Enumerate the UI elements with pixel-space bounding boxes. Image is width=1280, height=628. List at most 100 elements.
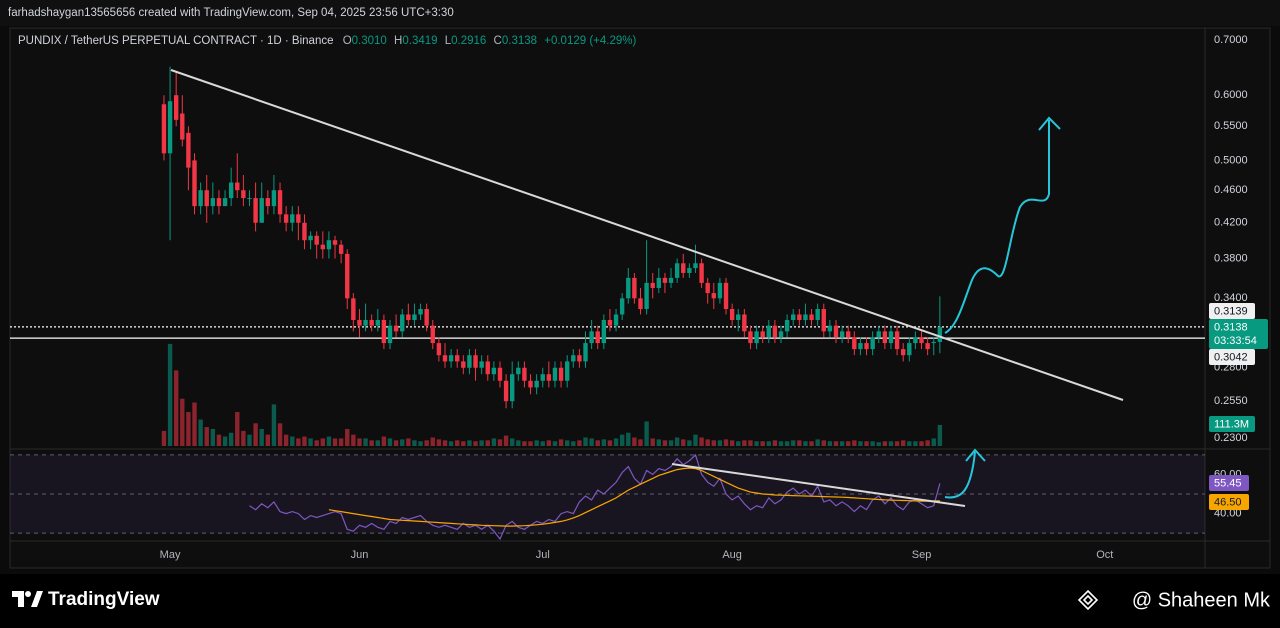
brand-logo <box>12 591 43 607</box>
candle-body <box>424 308 429 326</box>
rsi-tick-label: 40.00 <box>1214 508 1242 520</box>
candle-body <box>369 320 374 326</box>
volume-bar <box>247 434 252 446</box>
candle-body <box>332 240 338 245</box>
volume-bar <box>784 441 790 446</box>
volume-bar <box>662 440 668 446</box>
candle-body <box>363 320 368 326</box>
candle-body <box>265 198 271 207</box>
volume-bar <box>931 438 936 446</box>
volume-bar <box>564 440 570 446</box>
volume-bar <box>430 437 435 446</box>
candle-body <box>247 198 252 200</box>
volume-bar <box>754 441 759 446</box>
volume-bar <box>491 438 497 446</box>
candle-body <box>308 235 313 241</box>
candle-body <box>320 244 326 250</box>
candle-body <box>528 380 533 388</box>
candle-body <box>540 374 545 381</box>
volume-bar <box>803 441 808 446</box>
ohlc-name: L <box>445 35 452 47</box>
candle-body <box>479 361 484 368</box>
y-tick-label: 0.6000 <box>1214 89 1248 101</box>
candle-body <box>711 293 717 299</box>
author: @ Shaheen Mk <box>1132 589 1271 611</box>
candle-body <box>888 331 894 344</box>
volume-bar <box>870 441 875 446</box>
candle-body <box>491 367 497 375</box>
candle-body <box>406 314 411 321</box>
volume-bar <box>760 441 765 446</box>
ohlc-name: H <box>394 35 402 47</box>
candle-body <box>589 331 594 344</box>
volume-bar <box>913 441 918 446</box>
volume-bar <box>864 441 869 446</box>
price-line-box <box>1209 349 1255 365</box>
candle-body <box>864 343 869 350</box>
candle-body <box>913 337 918 344</box>
volume-bar <box>925 440 930 446</box>
volume-bar <box>571 441 576 446</box>
candle-body <box>455 355 460 362</box>
candle-body <box>430 325 435 344</box>
candle-body <box>467 355 472 368</box>
volume-bar <box>705 439 710 446</box>
volume-bar <box>736 441 741 446</box>
x-tick-label: Aug <box>722 549 742 561</box>
y-tick-label: 0.4200 <box>1214 217 1248 229</box>
volume-bar <box>589 438 594 446</box>
volume-bar <box>919 441 924 446</box>
volume-bar <box>546 440 552 446</box>
volume-bar <box>827 441 833 446</box>
candle-body <box>461 361 466 368</box>
header-bar <box>0 0 1280 26</box>
volume-bar <box>253 423 258 446</box>
brand: TradingView <box>48 589 160 610</box>
volume-bar <box>418 441 423 446</box>
candle-body <box>577 355 582 362</box>
candle-body <box>571 355 576 362</box>
volume-bar <box>167 343 173 446</box>
volume-bar <box>393 440 399 446</box>
volume-bar <box>485 440 490 446</box>
candle-body <box>497 367 503 381</box>
footer-bar <box>0 574 1280 628</box>
candle-body <box>839 331 845 338</box>
candle-body <box>161 104 167 154</box>
candle-body <box>607 320 613 326</box>
candle-body <box>668 277 674 283</box>
candle-body <box>400 314 405 332</box>
volume-bar <box>778 441 784 446</box>
candle-body <box>674 263 680 278</box>
author-icon <box>1077 589 1099 611</box>
candle-body <box>192 160 197 207</box>
candle-body <box>167 101 173 154</box>
volume-bar <box>558 439 564 446</box>
candle-body <box>736 314 741 321</box>
volume-bar <box>650 438 655 446</box>
volume-bar <box>161 430 167 446</box>
volume-bar <box>632 437 637 446</box>
volume-bar <box>455 440 460 446</box>
candle-body <box>516 367 521 375</box>
candle-body <box>870 337 875 350</box>
price-line-label: 0.3139 <box>1214 305 1248 317</box>
volume-bar <box>711 440 717 446</box>
volume-bar <box>656 439 662 446</box>
volume-bar <box>534 440 539 446</box>
candle-body <box>326 240 332 250</box>
candle-body <box>827 325 833 332</box>
candle-body <box>803 314 808 321</box>
candle-body <box>907 343 912 356</box>
candle-body <box>442 355 448 362</box>
volume-bar <box>815 439 820 446</box>
volume-bar <box>613 438 619 446</box>
candle-body <box>290 214 295 223</box>
candle-body <box>852 337 857 350</box>
volume-bar <box>497 439 503 446</box>
volume-bar <box>766 441 771 446</box>
candle-body <box>448 355 454 362</box>
volume-bar <box>668 440 674 446</box>
volume-bar <box>467 440 472 446</box>
